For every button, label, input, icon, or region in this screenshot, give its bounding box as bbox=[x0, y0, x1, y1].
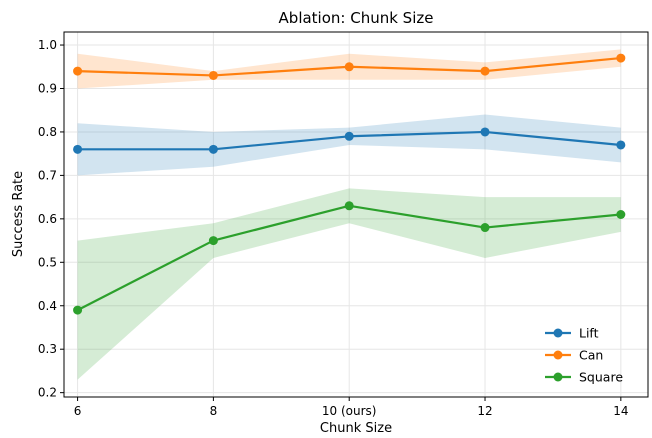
plot-frame bbox=[63, 31, 649, 398]
square-point bbox=[344, 201, 354, 211]
can-point bbox=[616, 53, 626, 63]
y-tick-label: 0.2 bbox=[38, 386, 57, 400]
can-point bbox=[480, 66, 490, 76]
square-point bbox=[616, 210, 626, 219]
legend-label-can: Can bbox=[579, 348, 603, 363]
legend-marker-can bbox=[553, 350, 563, 360]
square-point bbox=[208, 236, 218, 246]
can-point bbox=[344, 62, 354, 72]
square-point bbox=[73, 305, 83, 315]
y-tick-label: 0.8 bbox=[38, 125, 57, 139]
lift-point bbox=[480, 127, 490, 137]
x-tick-label: 14 bbox=[613, 404, 628, 418]
can-point bbox=[208, 70, 218, 80]
legend-label-lift: Lift bbox=[579, 326, 599, 341]
y-tick-label: 0.5 bbox=[38, 255, 57, 269]
chart-title: Ablation: Chunk Size bbox=[279, 9, 434, 27]
legend-label-square: Square bbox=[579, 370, 623, 385]
y-tick-label: 1.0 bbox=[38, 38, 57, 52]
lift-point bbox=[73, 144, 83, 154]
y-tick-label: 0.4 bbox=[38, 299, 57, 313]
x-axis-label: Chunk Size bbox=[320, 421, 392, 436]
x-tick-label: 8 bbox=[210, 404, 218, 418]
y-axis-label: Success Rate bbox=[11, 171, 26, 257]
series-points bbox=[73, 53, 626, 315]
y-tick-label: 0.6 bbox=[38, 212, 57, 226]
x-tick-label: 12 bbox=[477, 404, 492, 418]
lift-point bbox=[344, 131, 354, 141]
lift-point bbox=[208, 144, 218, 154]
y-tick-label: 0.3 bbox=[38, 342, 57, 356]
y-tick-label: 0.7 bbox=[38, 168, 57, 182]
y-tick-label: 0.9 bbox=[38, 81, 57, 95]
legend-marker-square bbox=[553, 372, 563, 382]
can-point bbox=[73, 66, 83, 76]
x-tick-label: 6 bbox=[74, 404, 82, 418]
legend-marker-lift bbox=[553, 328, 563, 338]
axis-ticks: 6 8 10 (ours) 12 14 0.2 0.3 0.4 0.5 0.6 0.7 0.8 0.9 1… bbox=[38, 38, 629, 418]
legend: Lift Can Square bbox=[545, 326, 623, 385]
square-point bbox=[480, 223, 490, 233]
lift-point bbox=[616, 140, 626, 150]
x-tick-label: 10 (ours) bbox=[322, 404, 377, 418]
